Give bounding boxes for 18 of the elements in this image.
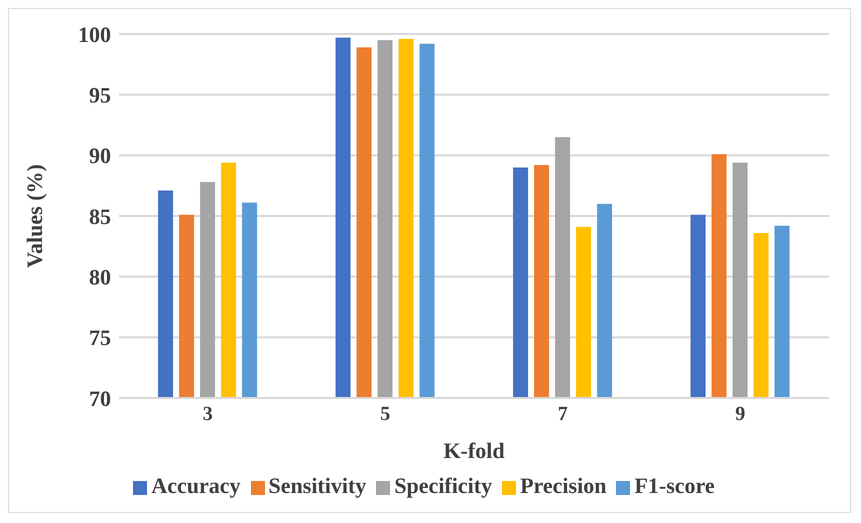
y-tick-label: 90 [89,143,111,168]
legend-label: Specificity [394,473,492,498]
y-tick-label: 75 [89,325,111,350]
y-tick-label: 85 [89,204,111,229]
x-tick-label: 3 [202,403,213,426]
legend-label: F1-score [634,473,715,498]
legend-label: Accuracy [151,473,241,498]
y-tick-label: 70 [89,386,111,411]
y-tick-label: 80 [89,264,111,290]
legend-label: Precision [520,473,606,498]
x-tick-label: 7 [558,403,568,426]
x-tick-label: 5 [380,403,390,426]
y-axis-title: Values (%) [22,164,47,268]
x-axis-title: K-fold [443,438,505,463]
y-tick-label: 95 [89,82,111,108]
legend-label: Sensitivity [268,473,366,498]
x-tick-label: 9 [735,403,746,426]
y-tick-label: 100 [78,22,111,47]
